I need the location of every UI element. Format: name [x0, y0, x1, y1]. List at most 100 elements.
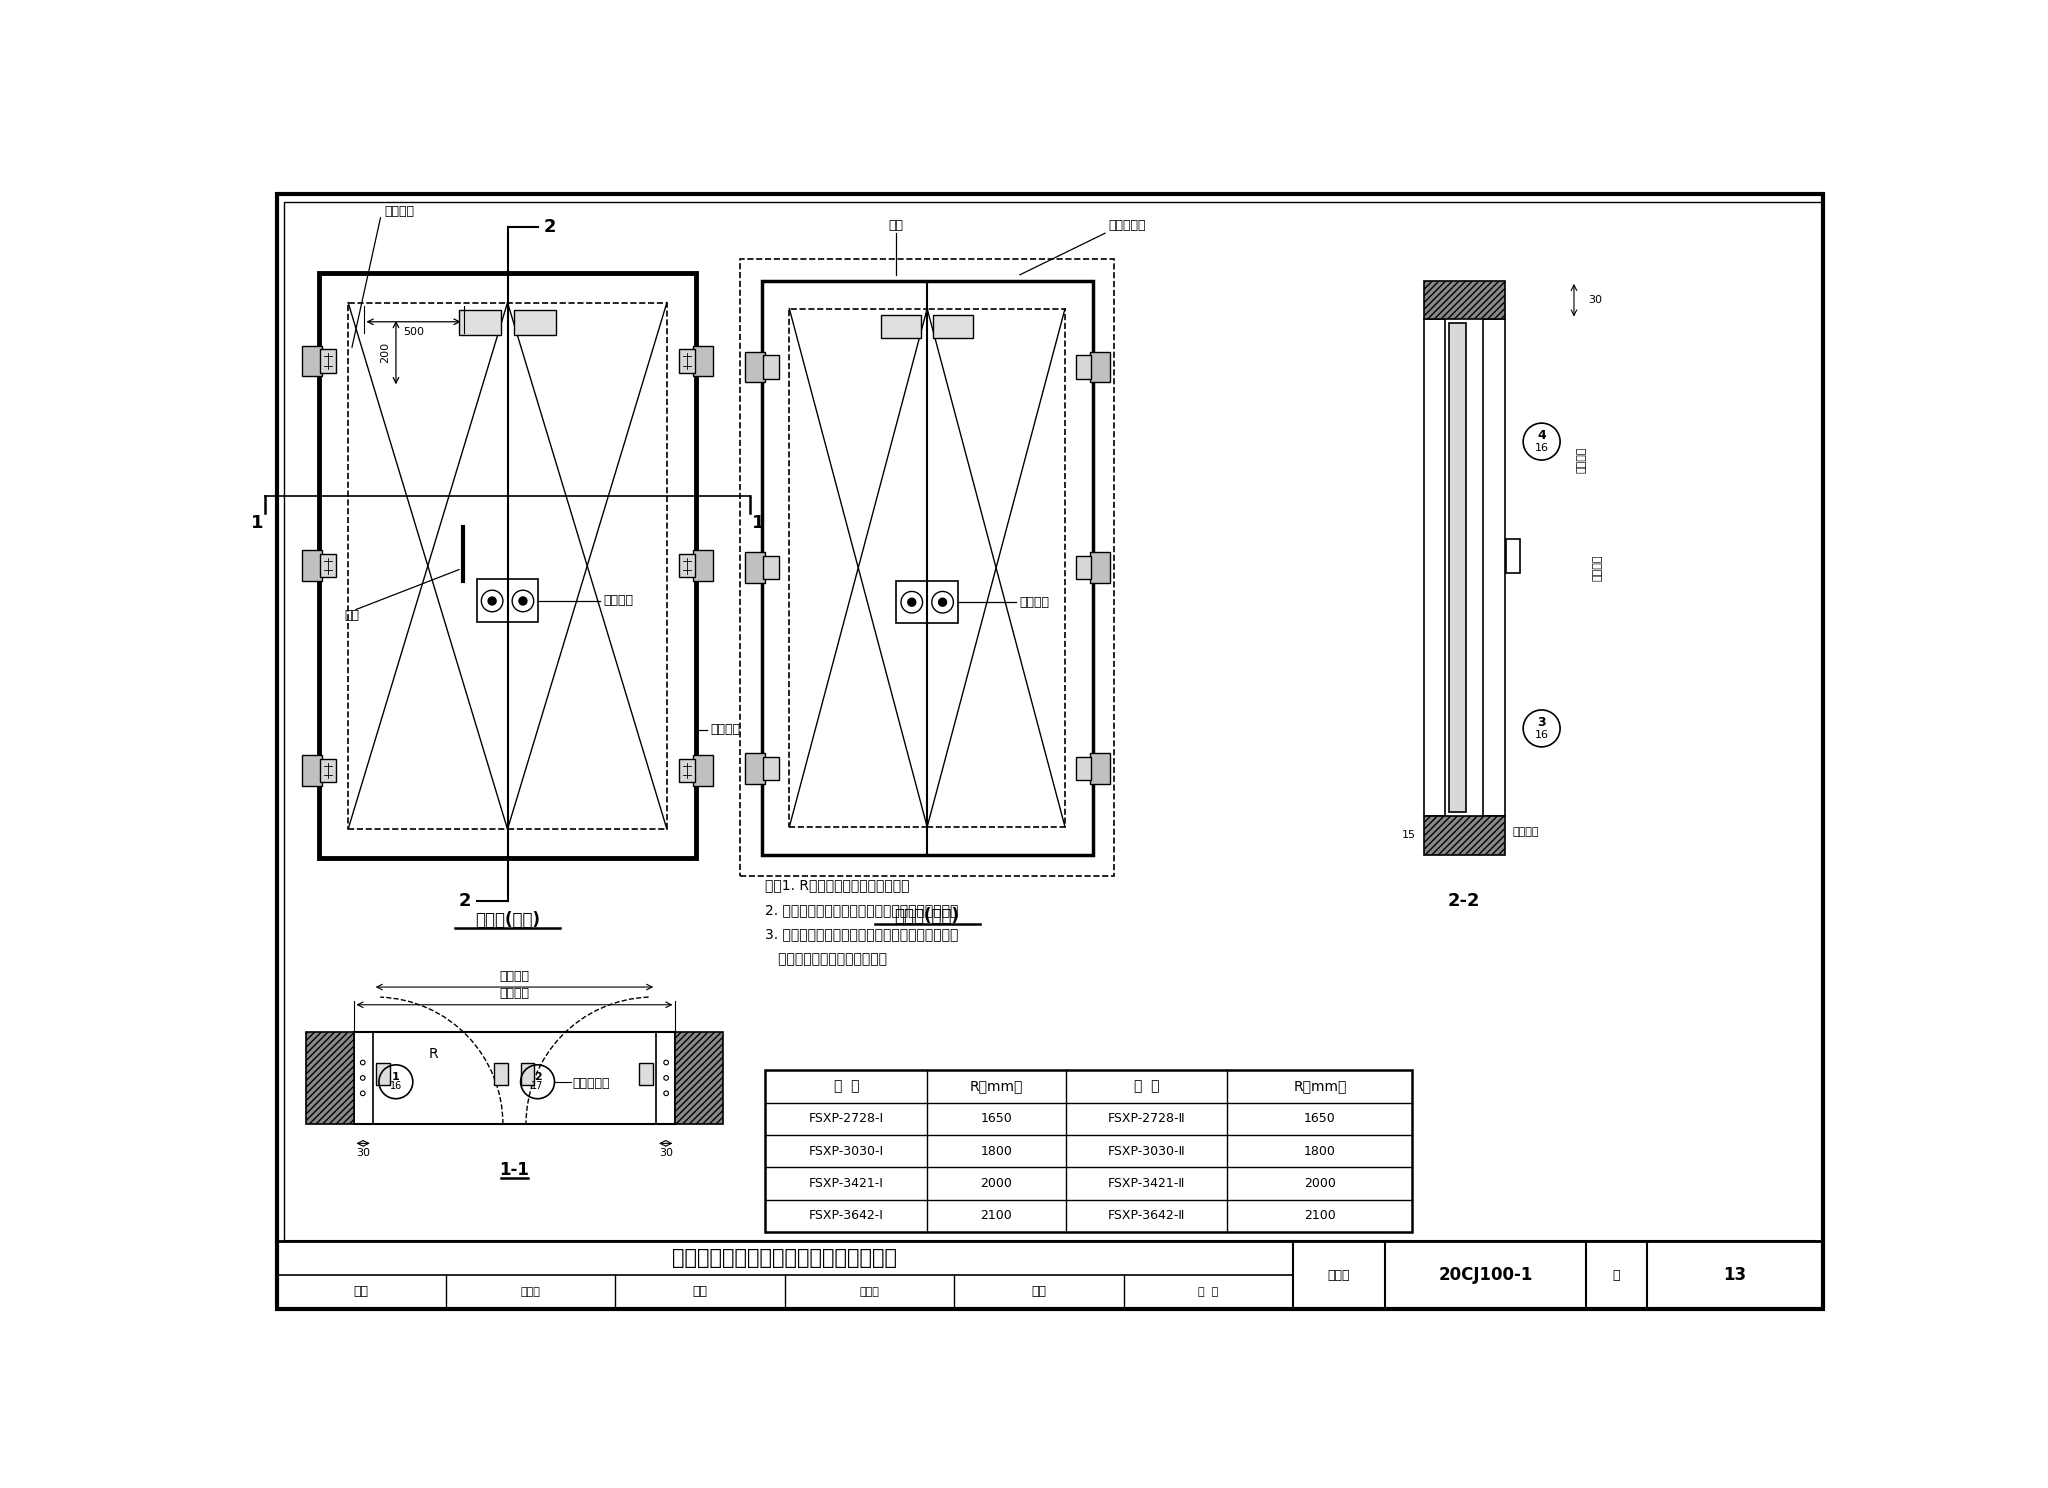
Text: 15: 15	[1403, 830, 1415, 841]
Text: R（mm）: R（mm）	[1292, 1079, 1346, 1094]
Bar	[764, 356, 778, 378]
Text: 王志伟: 王志伟	[860, 1287, 879, 1298]
Text: 16: 16	[1534, 443, 1548, 452]
Text: 3. 防爆波悬板定位尺寸由设计单位根据具体工程的: 3. 防爆波悬板定位尺寸由设计单位根据具体工程的	[766, 927, 958, 942]
Bar	[788, 308, 928, 827]
Text: 3: 3	[1538, 716, 1546, 729]
Bar	[680, 555, 694, 577]
Text: 1650: 1650	[981, 1112, 1012, 1125]
Text: 1: 1	[252, 513, 264, 531]
Bar	[1505, 539, 1520, 573]
Bar	[692, 756, 713, 786]
Circle shape	[938, 598, 946, 606]
Bar	[676, 1031, 723, 1123]
Bar	[1090, 552, 1110, 583]
Bar	[305, 1031, 354, 1123]
Text: 销钉: 销钉	[889, 219, 903, 232]
Bar	[1483, 320, 1505, 815]
Text: 防爆波悬板: 防爆波悬板	[571, 1077, 610, 1089]
Text: 1800: 1800	[1305, 1144, 1335, 1158]
Text: 铰页机构: 铰页机构	[385, 205, 414, 219]
Text: 洪  森: 洪 森	[1198, 1287, 1219, 1298]
Text: 通行宽度: 通行宽度	[500, 970, 530, 982]
Text: 防爆波悬板: 防爆波悬板	[1108, 219, 1145, 232]
Text: 16: 16	[389, 1082, 401, 1091]
Text: 设计: 设计	[1032, 1286, 1047, 1299]
Text: 30: 30	[1587, 295, 1602, 305]
Bar	[1075, 356, 1092, 378]
Text: 双扇带防爆波悬板平开预埋式隙道防护门: 双扇带防爆波悬板平开预埋式隙道防护门	[672, 1248, 897, 1268]
Text: 1800: 1800	[981, 1144, 1012, 1158]
Text: 500: 500	[403, 327, 424, 336]
Text: 20CJ100-1: 20CJ100-1	[1438, 1266, 1532, 1284]
Bar	[1090, 753, 1110, 784]
Text: FSXP-2728-Ⅰ: FSXP-2728-Ⅰ	[809, 1112, 885, 1125]
Text: 锂质门框: 锂质门框	[711, 723, 739, 737]
Bar	[301, 345, 322, 376]
Bar	[655, 1031, 676, 1123]
Bar	[319, 350, 336, 372]
Text: 闸锁机构: 闸锁机构	[604, 595, 633, 607]
Text: 2-2: 2-2	[1448, 891, 1481, 909]
Text: 16: 16	[1534, 729, 1548, 740]
Bar	[377, 1064, 389, 1085]
Bar	[745, 552, 764, 583]
Text: 闸锁机构: 闸锁机构	[1020, 595, 1049, 609]
Bar	[692, 551, 713, 582]
Text: 审核: 审核	[354, 1286, 369, 1299]
Bar	[319, 759, 336, 783]
Text: 通行高度: 通行高度	[1591, 555, 1602, 580]
Text: 2: 2	[543, 219, 557, 237]
Text: R（mm）: R（mm）	[971, 1079, 1024, 1094]
Bar	[680, 350, 694, 372]
Text: 30: 30	[659, 1147, 672, 1158]
Text: FSXP-3421-Ⅱ: FSXP-3421-Ⅱ	[1108, 1177, 1186, 1190]
Bar	[897, 580, 958, 623]
Text: 门扇宽度: 门扇宽度	[500, 988, 530, 1000]
Bar	[764, 557, 778, 579]
Circle shape	[487, 597, 496, 604]
Text: 防爆波需求及位置要求确定。: 防爆波需求及位置要求确定。	[766, 952, 887, 966]
Bar	[477, 579, 539, 622]
Bar	[354, 1031, 373, 1123]
Text: 1-1: 1-1	[500, 1161, 528, 1180]
Text: 17: 17	[530, 1082, 543, 1091]
Text: 2000: 2000	[981, 1177, 1012, 1190]
Bar	[1090, 351, 1110, 382]
Bar	[1450, 323, 1466, 812]
Text: FSXP-3421-Ⅰ: FSXP-3421-Ⅰ	[809, 1177, 885, 1190]
Text: 李正刚: 李正刚	[520, 1287, 541, 1298]
Bar	[762, 281, 1094, 854]
Text: 图集号: 图集号	[1327, 1269, 1350, 1281]
Text: 2. 通行宽度和通行高度即为洞口宽度和洞口高度。: 2. 通行宽度和通行高度即为洞口宽度和洞口高度。	[766, 903, 958, 917]
Bar	[494, 1064, 508, 1085]
Text: 代  号: 代 号	[834, 1079, 858, 1094]
Bar	[1423, 281, 1505, 320]
Text: 拉手: 拉手	[344, 609, 358, 622]
Text: R: R	[428, 1048, 438, 1061]
Text: 2000: 2000	[1305, 1177, 1335, 1190]
Bar	[928, 308, 1065, 827]
Text: 门框宽度: 门框宽度	[1577, 446, 1587, 473]
Text: 页: 页	[1612, 1269, 1620, 1281]
Bar	[692, 345, 713, 376]
Text: 13: 13	[1722, 1266, 1747, 1284]
Bar	[766, 1070, 1413, 1232]
Bar	[745, 351, 764, 382]
Text: FSXP-3030-Ⅰ: FSXP-3030-Ⅰ	[809, 1144, 885, 1158]
Text: 1: 1	[391, 1073, 399, 1082]
Text: 2100: 2100	[981, 1210, 1012, 1222]
Text: 立面图(外视): 立面图(外视)	[895, 908, 961, 926]
Bar	[1423, 320, 1446, 815]
Bar	[520, 1064, 535, 1085]
Bar	[514, 310, 555, 335]
Text: 校对: 校对	[692, 1286, 707, 1299]
Text: FSXP-3030-Ⅱ: FSXP-3030-Ⅱ	[1108, 1144, 1186, 1158]
Bar	[1075, 757, 1092, 780]
Bar	[934, 315, 973, 338]
Bar	[639, 1064, 653, 1085]
Bar	[680, 759, 694, 783]
Bar	[459, 310, 502, 335]
Text: 200: 200	[381, 342, 391, 363]
Text: FSXP-3642-Ⅱ: FSXP-3642-Ⅱ	[1108, 1210, 1186, 1222]
